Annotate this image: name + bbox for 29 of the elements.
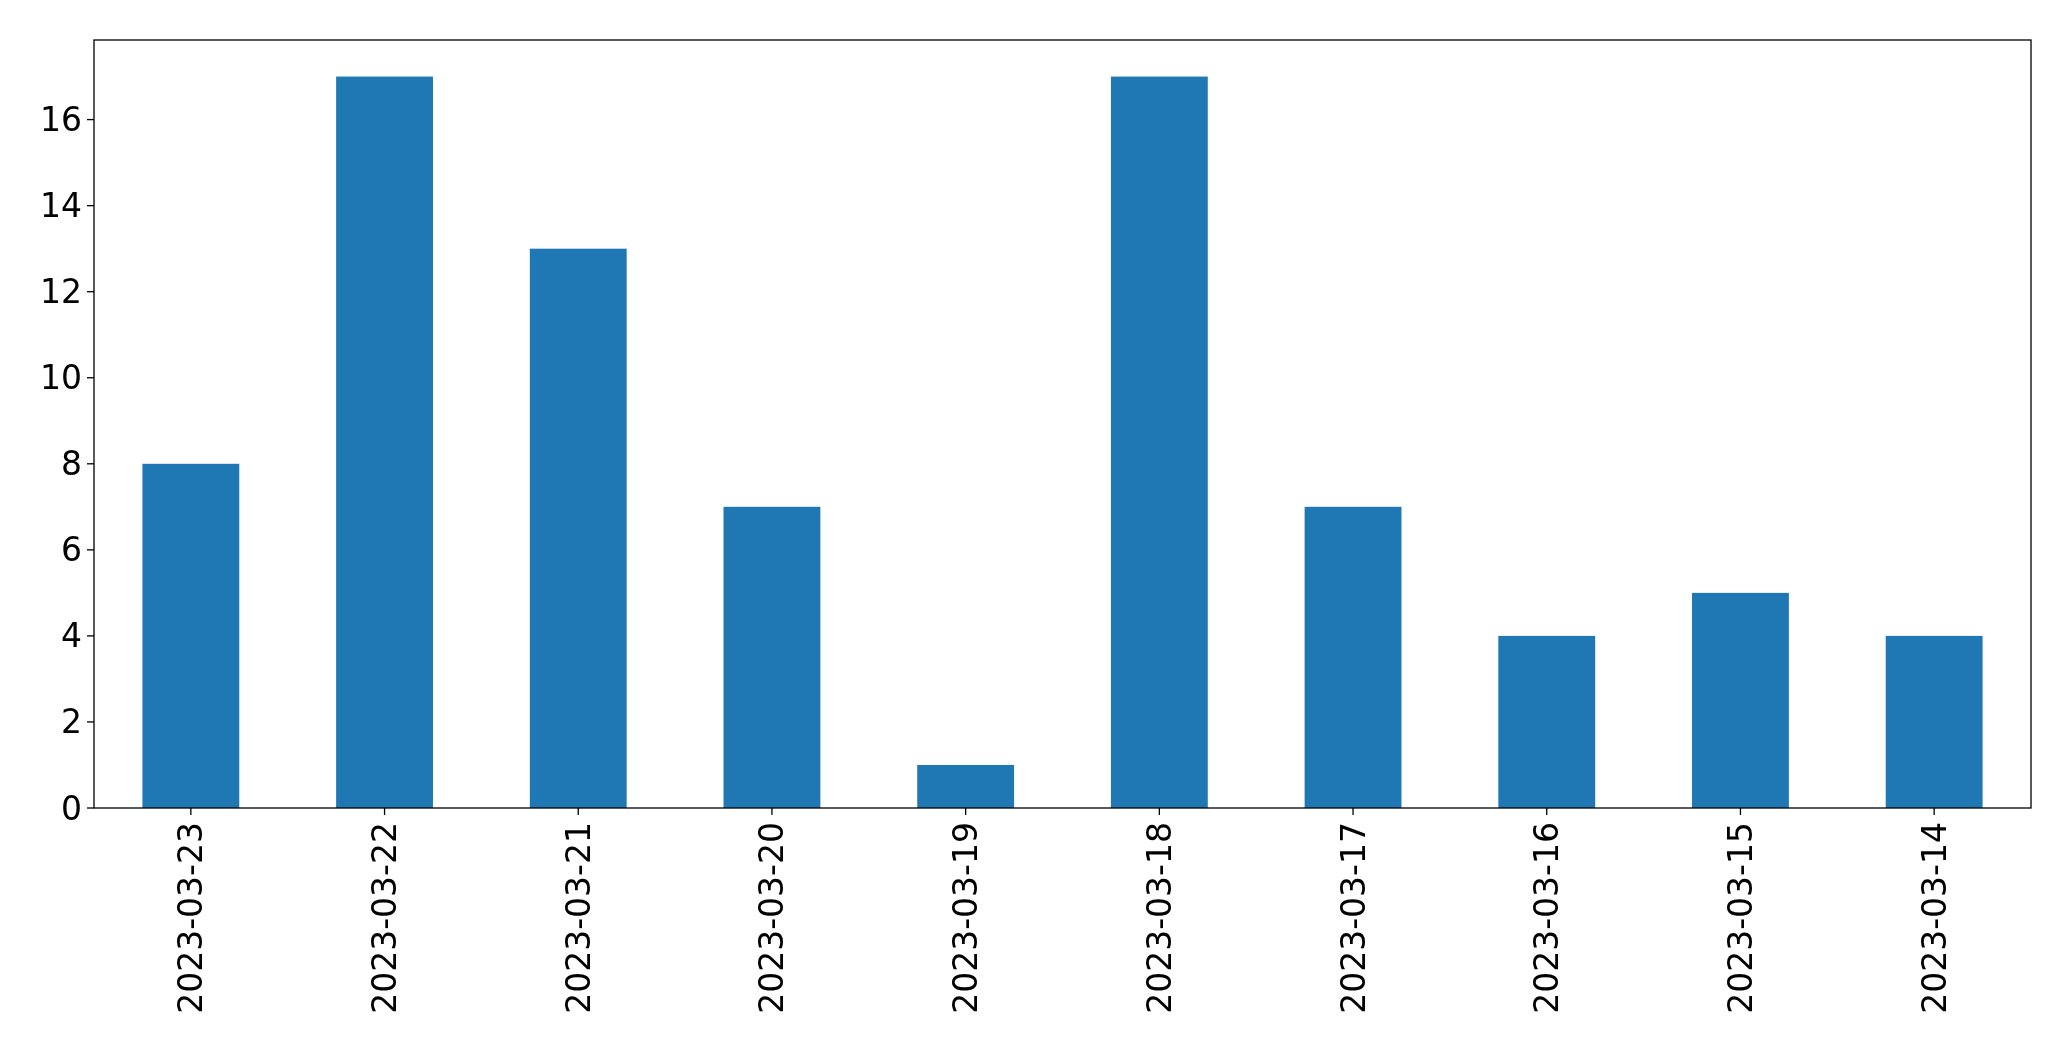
x-tick-label: 2023-03-17	[1333, 822, 1373, 1014]
y-tick-label: 12	[40, 272, 82, 312]
y-tick-label: 10	[40, 358, 82, 398]
bar	[529, 248, 627, 808]
bar	[1110, 76, 1208, 808]
bar	[1304, 506, 1402, 808]
x-tick-label: 2023-03-23	[171, 822, 211, 1014]
x-tick-label: 2023-03-20	[752, 822, 792, 1014]
x-tick-label: 2023-03-18	[1139, 822, 1179, 1014]
x-tick-label: 2023-03-15	[1720, 822, 1760, 1014]
x-tick-label: 2023-03-21	[558, 822, 598, 1014]
bar	[1885, 635, 1983, 808]
x-tick-label: 2023-03-19	[946, 822, 986, 1014]
y-tick-label: 2	[61, 702, 82, 742]
x-tick-label: 2023-03-22	[365, 822, 405, 1014]
x-tick-label: 2023-03-14	[1914, 822, 1954, 1014]
bar	[723, 506, 821, 808]
y-tick-label: 6	[61, 530, 82, 570]
y-tick-label: 4	[61, 616, 82, 656]
y-tick-label: 8	[61, 444, 82, 484]
bar	[1498, 635, 1596, 808]
bar	[917, 764, 1015, 808]
bar	[142, 463, 240, 808]
y-tick-label: 0	[61, 788, 82, 828]
bar	[1692, 592, 1789, 808]
y-tick-label: 14	[40, 186, 82, 226]
x-tick-label: 2023-03-16	[1527, 822, 1567, 1014]
bar	[336, 76, 433, 808]
y-tick-label: 16	[40, 100, 82, 140]
